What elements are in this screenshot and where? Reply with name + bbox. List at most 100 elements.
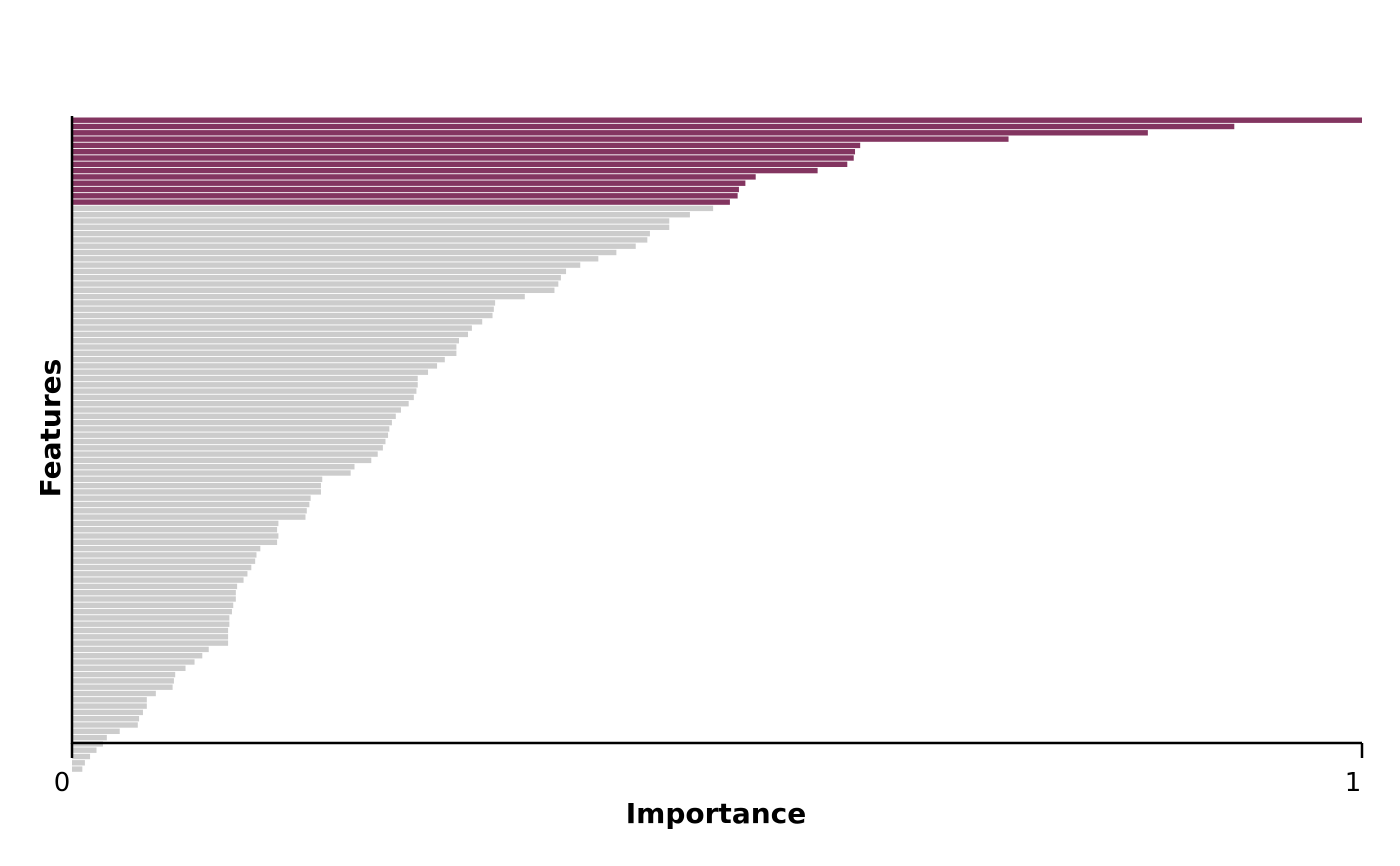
bar-73 xyxy=(72,571,248,577)
bar-30 xyxy=(72,300,496,306)
bar-56 xyxy=(72,464,355,470)
bar-69 xyxy=(72,545,261,552)
bar-97 xyxy=(72,722,138,728)
bar-57 xyxy=(72,470,351,476)
bar-55 xyxy=(72,457,372,464)
bar-70 xyxy=(72,552,257,558)
bar-67 xyxy=(72,533,279,539)
bar-10 xyxy=(72,174,756,180)
bar-71 xyxy=(72,558,256,564)
bar-24 xyxy=(72,262,581,268)
bar-91 xyxy=(72,684,173,690)
x-tick-label-0: 0 xyxy=(54,768,71,798)
bar-63 xyxy=(72,508,307,514)
bar-98 xyxy=(72,728,120,734)
bar-76 xyxy=(72,590,236,596)
bar-88 xyxy=(72,665,186,671)
bar-94 xyxy=(72,703,147,709)
bar-14 xyxy=(72,199,730,205)
bar-43 xyxy=(72,382,418,388)
bar-68 xyxy=(72,539,278,545)
bars-group xyxy=(72,117,1362,772)
bar-59 xyxy=(72,482,321,489)
bar-45 xyxy=(72,394,414,401)
bar-93 xyxy=(72,697,147,703)
bar-18 xyxy=(72,224,670,230)
bar-50 xyxy=(72,426,390,432)
bar-26 xyxy=(72,275,561,281)
bar-23 xyxy=(72,256,599,262)
bar-101 xyxy=(72,747,97,753)
x-axis-title: Importance xyxy=(626,797,806,830)
bar-6 xyxy=(72,149,856,155)
bar-16 xyxy=(72,212,690,218)
bar-39 xyxy=(72,356,445,363)
bar-66 xyxy=(72,527,278,533)
bar-85 xyxy=(72,646,209,653)
bar-42 xyxy=(72,375,418,382)
bar-36 xyxy=(72,338,459,344)
bar-44 xyxy=(72,388,417,394)
bar-27 xyxy=(72,281,559,287)
bar-7 xyxy=(72,155,854,161)
bar-60 xyxy=(72,489,321,495)
bar-80 xyxy=(72,615,230,621)
bar-46 xyxy=(72,401,409,407)
bar-34 xyxy=(72,325,472,331)
bar-96 xyxy=(72,716,140,722)
bar-9 xyxy=(72,167,818,174)
bar-47 xyxy=(72,407,401,413)
bar-52 xyxy=(72,438,386,445)
bar-20 xyxy=(72,237,648,243)
bar-29 xyxy=(72,293,525,300)
bar-49 xyxy=(72,419,392,426)
bar-61 xyxy=(72,495,311,501)
bar-51 xyxy=(72,432,389,438)
bar-8 xyxy=(72,161,848,167)
bar-54 xyxy=(72,451,378,457)
bar-77 xyxy=(72,596,236,602)
bar-35 xyxy=(72,331,469,338)
bar-90 xyxy=(72,678,174,684)
bar-92 xyxy=(72,690,156,697)
bar-53 xyxy=(72,445,383,451)
bar-89 xyxy=(72,671,176,678)
bar-5 xyxy=(72,142,861,149)
bar-3 xyxy=(72,130,1148,136)
bar-81 xyxy=(72,621,230,627)
bar-22 xyxy=(72,249,617,256)
bar-33 xyxy=(72,319,483,325)
bar-37 xyxy=(72,344,457,350)
bar-72 xyxy=(72,564,252,571)
bar-65 xyxy=(72,520,279,527)
bar-21 xyxy=(72,243,636,249)
bar-64 xyxy=(72,514,306,520)
x-tick-label-1: 1 xyxy=(1345,768,1362,798)
bar-48 xyxy=(72,413,396,419)
bar-83 xyxy=(72,634,229,640)
bar-79 xyxy=(72,608,232,615)
bar-41 xyxy=(72,369,429,375)
bar-103 xyxy=(72,760,85,766)
bar-40 xyxy=(72,363,438,369)
bar-84 xyxy=(72,640,229,646)
bar-86 xyxy=(72,653,203,659)
bar-11 xyxy=(72,180,746,186)
bar-38 xyxy=(72,350,457,356)
bar-74 xyxy=(72,577,244,583)
y-axis-title: Features xyxy=(34,359,67,498)
bar-32 xyxy=(72,312,493,319)
bar-15 xyxy=(72,205,714,212)
bar-99 xyxy=(72,734,107,741)
bar-12 xyxy=(72,186,739,193)
bar-58 xyxy=(72,476,323,482)
bar-82 xyxy=(72,627,229,634)
bar-28 xyxy=(72,287,555,293)
bar-75 xyxy=(72,583,238,590)
bar-78 xyxy=(72,602,234,608)
bar-104 xyxy=(72,766,83,772)
bar-19 xyxy=(72,230,650,237)
bar-62 xyxy=(72,501,310,508)
bar-102 xyxy=(72,753,91,760)
